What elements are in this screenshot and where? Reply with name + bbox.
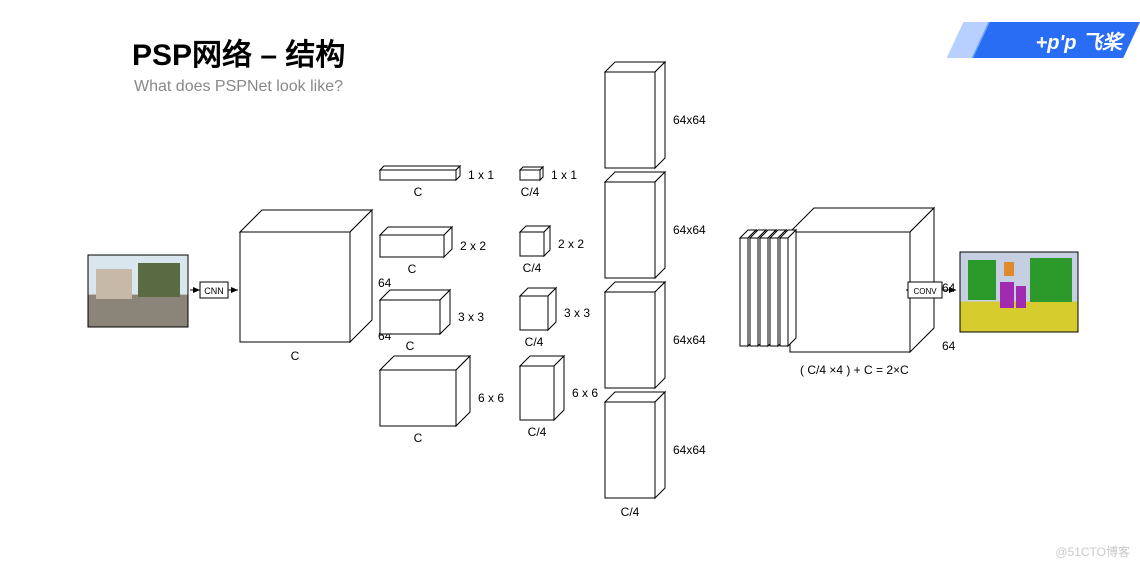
svg-text:C/4: C/4	[621, 505, 640, 519]
concat-slab-4	[780, 230, 796, 346]
reduced-box-2	[520, 288, 556, 330]
concat-main	[790, 208, 934, 352]
svg-text:C: C	[408, 262, 417, 276]
svg-text:C: C	[414, 431, 423, 445]
reduced-box-3	[520, 356, 564, 420]
svg-text:6 x 6: 6 x 6	[572, 386, 598, 400]
svg-text:64x64: 64x64	[673, 113, 706, 127]
reduced-box-1	[520, 226, 550, 256]
svg-text:2 x 2: 2 x 2	[558, 237, 584, 251]
segmentation-output	[960, 252, 1078, 332]
svg-text:2 x 2: 2 x 2	[460, 239, 486, 253]
svg-text:C/4: C/4	[525, 335, 544, 349]
svg-text:C/4: C/4	[521, 185, 540, 199]
svg-text:1 x 1: 1 x 1	[468, 168, 494, 182]
input-image	[88, 255, 188, 327]
svg-text:C/4: C/4	[523, 261, 542, 275]
upsample-slab-3	[605, 392, 665, 498]
svg-text:C: C	[291, 349, 300, 363]
svg-text:64x64: 64x64	[673, 223, 706, 237]
pool-box-2	[380, 290, 450, 334]
pspnet-diagram: CNN C 64 64 1 x 1 C 1 x 1 C/4 2 x 2 C 2 x 2 C/4 3 x …	[0, 0, 1140, 566]
svg-text:CNN: CNN	[204, 286, 224, 296]
upsample-slab-1	[605, 172, 665, 278]
svg-text:64x64: 64x64	[673, 333, 706, 347]
svg-text:3 x 3: 3 x 3	[564, 306, 590, 320]
pool-box-0	[380, 166, 460, 180]
pool-box-1	[380, 227, 452, 257]
svg-text:3 x 3: 3 x 3	[458, 310, 484, 324]
svg-text:64x64: 64x64	[673, 443, 706, 457]
reduced-box-0	[520, 167, 543, 180]
feature-cube	[240, 210, 372, 342]
upsample-slab-2	[605, 282, 665, 388]
svg-text:CONV: CONV	[913, 287, 937, 296]
svg-text:1 x 1: 1 x 1	[551, 168, 577, 182]
svg-text:64: 64	[942, 281, 956, 295]
svg-text:6 x 6: 6 x 6	[478, 391, 504, 405]
svg-text:C: C	[414, 185, 423, 199]
svg-text:64: 64	[942, 339, 956, 353]
pool-box-3	[380, 356, 470, 426]
svg-text:C/4: C/4	[528, 425, 547, 439]
svg-text:C: C	[406, 339, 415, 353]
svg-text:64: 64	[378, 276, 392, 290]
upsample-slab-0	[605, 62, 665, 168]
svg-text:( C/4 ×4 ) + C = 2×C: ( C/4 ×4 ) + C = 2×C	[800, 363, 909, 377]
